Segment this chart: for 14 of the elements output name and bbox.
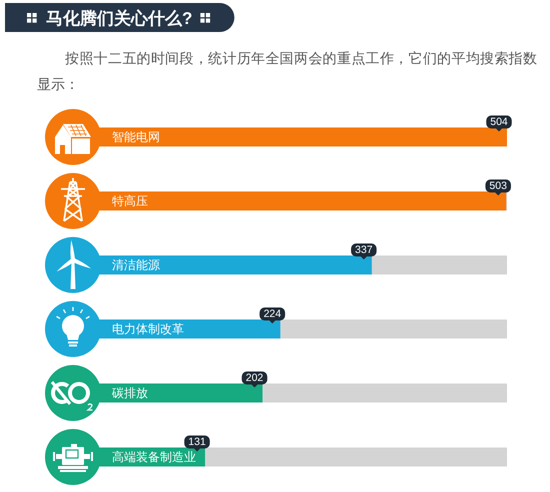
y-tick-label: 碳排放 xyxy=(111,386,148,400)
data-label: 503 xyxy=(489,180,508,192)
y-tick-label: 高端装备制造业 xyxy=(112,450,196,464)
chart-subtitle: 按照十二五的时间段，统计历年全国两会的重点工作，它们的平均搜索指数显示： xyxy=(37,49,537,94)
data-label: 504 xyxy=(490,116,508,128)
y-tick-label: 电力体制改革 xyxy=(112,322,184,336)
chart-title: 马化腾们关心什么? xyxy=(46,8,192,28)
data-label: 202 xyxy=(246,372,264,384)
data-label: 224 xyxy=(264,308,282,320)
data-label: 131 xyxy=(188,436,206,448)
y-tick-label: 智能电网 xyxy=(112,130,160,144)
y-tick-label: 特高压 xyxy=(112,194,148,208)
y-tick-label: 清洁能源 xyxy=(112,258,160,272)
data-label: 337 xyxy=(355,244,373,256)
